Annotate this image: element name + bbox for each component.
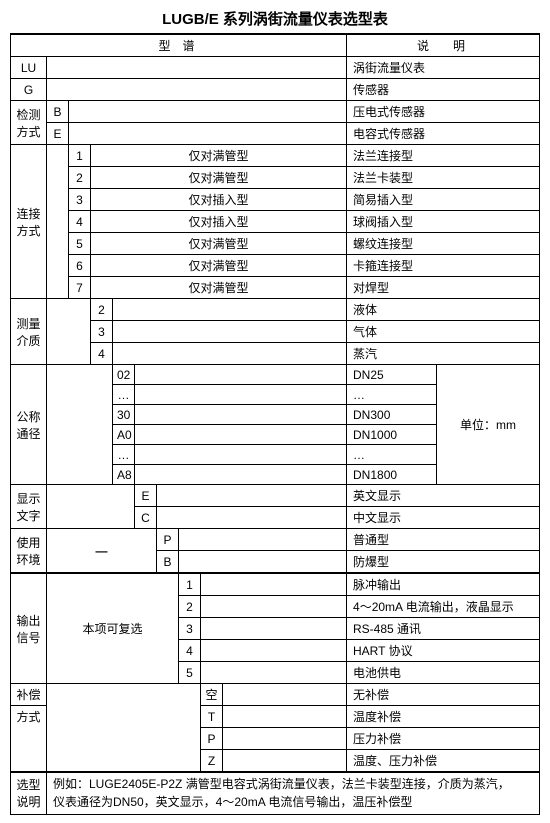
hdr-spectrum: 型谱 (11, 34, 347, 57)
label-comp1: 补偿 (11, 684, 47, 706)
desc-lu: 涡街流量仪表 (347, 57, 540, 79)
page-title: LUGB/E 系列涡街流量仪表选型表 (10, 8, 540, 29)
row-detect-e: E 电容式传感器 (11, 123, 540, 145)
label-env: 使用 环境 (11, 529, 47, 574)
dia-unit: 单位：mm (437, 365, 540, 485)
row-out-1: 输出 信号 本项可复选 1 脉冲输出 (11, 573, 540, 596)
desc-g: 传感器 (347, 79, 540, 101)
env-dash: — (47, 529, 157, 574)
row-env-p: 使用 环境 — P 普通型 (11, 529, 540, 551)
label-example: 选型 说明 (11, 772, 47, 814)
label-comp2: 方式 (11, 706, 47, 773)
desc-detect-b: 压电式传感器 (347, 101, 540, 123)
label-output: 输出 信号 (11, 573, 47, 684)
row-conn-1: 连接 方式 1仅对满管型 法兰连接型 (11, 145, 540, 167)
row-g: G 传感器 (11, 79, 540, 101)
output-note: 本项可复选 (47, 573, 179, 684)
row-lu: LU 涡街流量仪表 (11, 57, 540, 79)
code-detect-b: B (47, 101, 69, 123)
desc-detect-e: 电容式传感器 (347, 123, 540, 145)
code-lu: LU (11, 57, 47, 79)
label-detect: 检测 方式 (11, 101, 47, 145)
label-diameter: 公称 通径 (11, 365, 47, 485)
header-row: 型谱 说明 (11, 34, 540, 57)
row-comp-1: 补偿 空 无补偿 (11, 684, 540, 706)
row-dia-1: 公称 通径 02 DN25 单位：mm (11, 365, 540, 385)
row-medium-1: 测量 介质 2 液体 (11, 299, 540, 321)
row-disp-e: 显示 文字 E 英文显示 (11, 485, 540, 507)
row-detect-b: 检测 方式 B 压电式传感器 (11, 101, 540, 123)
hdr-desc: 说明 (347, 34, 540, 57)
selection-table: 型谱 说明 LU 涡街流量仪表 G 传感器 检测 方式 B 压电式传感器 E 电… (10, 33, 540, 815)
label-conn: 连接 方式 (11, 145, 47, 299)
label-medium: 测量 介质 (11, 299, 47, 365)
code-detect-e: E (47, 123, 69, 145)
label-display: 显示 文字 (11, 485, 47, 529)
code-g: G (11, 79, 47, 101)
row-example: 选型 说明 例如：LUGE2405E-P2Z 满管型电容式涡街流量仪表，法兰卡装… (11, 772, 540, 814)
example-text: 例如：LUGE2405E-P2Z 满管型电容式涡街流量仪表，法兰卡装型连接，介质… (47, 772, 540, 814)
